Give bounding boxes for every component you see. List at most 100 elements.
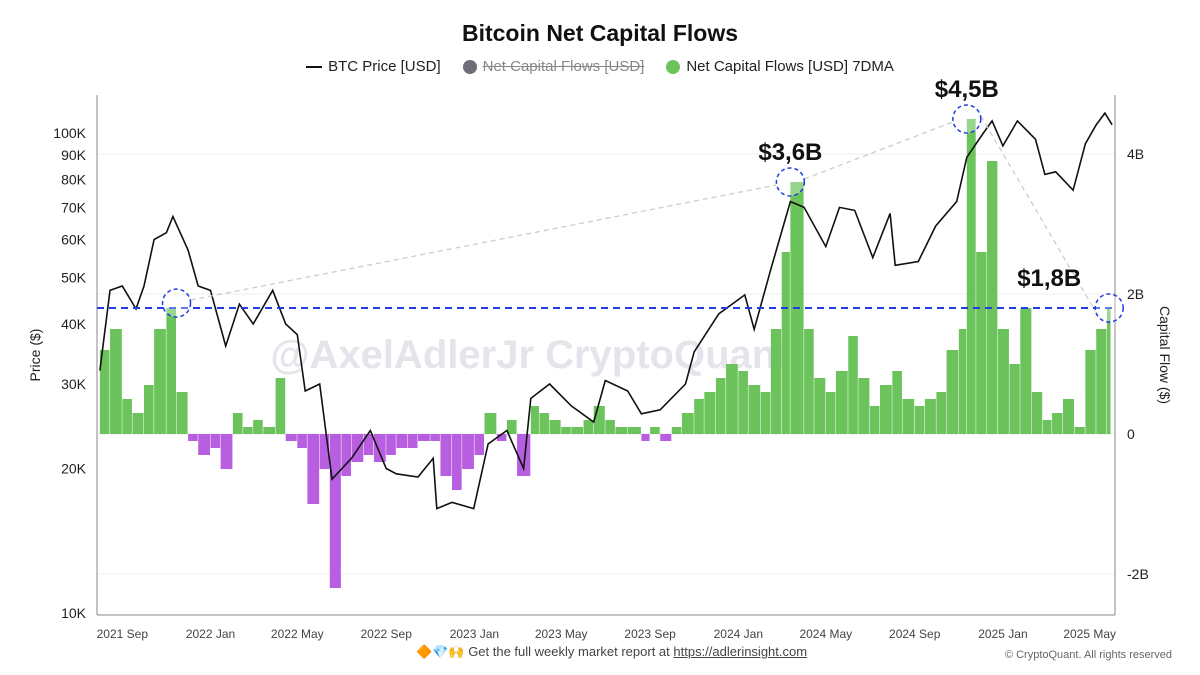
trend-arrow [804, 121, 954, 180]
flow-bar [958, 329, 967, 434]
flow-bar [804, 329, 814, 434]
flow-bar [1052, 413, 1063, 434]
x-tick-label: 2022 Jan [186, 627, 235, 641]
flow-bar [561, 427, 571, 434]
flow-bar [1096, 329, 1107, 434]
flow-bar [99, 350, 110, 434]
right-tick-label: -2B [1127, 566, 1149, 582]
flow-bar [1062, 399, 1075, 434]
flow-bar [583, 420, 594, 434]
flow-bar [715, 378, 726, 434]
x-tick-label: 2025 May [1063, 627, 1116, 641]
flow-bar [641, 434, 650, 441]
annotation-circle [775, 167, 806, 197]
flow-bar [122, 399, 132, 434]
flow-bar [166, 308, 177, 434]
x-tick-label: 2021 Sep [97, 627, 149, 641]
watermark: @AxelAdlerJr CryptoQuant [270, 333, 789, 377]
flow-bar [396, 434, 408, 448]
annotation-circle [1094, 293, 1124, 323]
flow-bar [1042, 420, 1052, 434]
flow-bar [198, 434, 211, 455]
flow-bar [143, 385, 154, 434]
chart-title: Bitcoin Net Capital Flows [461, 20, 739, 46]
flow-bar [936, 392, 947, 434]
flow-bar [243, 427, 253, 434]
flow-bar [297, 434, 307, 448]
flow-bar [275, 378, 286, 434]
flow-bar [848, 336, 858, 434]
left-tick-label: 40K [61, 316, 87, 332]
dot-swatch-icon [462, 59, 477, 74]
legend-item-btc-price[interactable]: BTC Price [USD] [306, 58, 441, 75]
x-tick-label: 2024 Sep [889, 627, 941, 641]
flow-bar [892, 371, 902, 434]
right-tick-label: 4B [1127, 146, 1144, 162]
flow-bar [593, 406, 605, 434]
flow-bar [650, 427, 660, 434]
flow-bar [351, 434, 364, 462]
annotation-circle [161, 288, 192, 318]
flow-bar [496, 434, 507, 441]
flow-bar [571, 427, 584, 434]
flow-bar [210, 434, 221, 448]
legend-item-net-flows[interactable]: Net Capital Flows [USD] [462, 58, 644, 75]
flow-bar [1085, 350, 1096, 434]
flow-bar [176, 392, 188, 434]
flow-bar [1074, 427, 1085, 434]
flow-bar [430, 434, 440, 441]
report-link[interactable]: https://adlerinsight.com [673, 644, 808, 659]
left-tick-label: 100K [53, 125, 86, 141]
left-tick-label: 60K [61, 231, 87, 247]
flow-bar [484, 413, 497, 434]
copyright: © CryptoQuant. All rights reserved [1004, 649, 1172, 661]
flow-bar [418, 434, 430, 441]
flow-bar [341, 434, 351, 476]
flow-bar [615, 427, 628, 434]
flow-bar [835, 371, 848, 434]
legend-item-net-flows-7dma[interactable]: Net Capital Flows [USD] 7DMA [666, 58, 894, 75]
flow-bar [530, 406, 539, 434]
flow-bar [924, 399, 936, 434]
flow-bar [748, 385, 761, 434]
flow-bar [363, 434, 374, 455]
trend-arrow [190, 184, 777, 301]
right-tick-label: 0 [1127, 426, 1135, 442]
x-tick-label: 2022 Sep [361, 627, 413, 641]
annotation-circle [952, 104, 982, 134]
x-tick-label: 2025 Jan [978, 627, 1027, 641]
annotation-label: $4,5B [935, 76, 999, 103]
flow-bar [726, 364, 738, 434]
flow-bar [506, 420, 517, 434]
flow-bar [976, 252, 987, 434]
annotation-label: $3,6B [758, 139, 822, 166]
flow-bar [373, 434, 386, 462]
flow-bar [966, 119, 976, 434]
left-tick-label: 50K [61, 269, 87, 285]
annotation-label: $1,8B [1017, 265, 1081, 292]
flow-bar [997, 329, 1009, 434]
x-tick-label: 2023 May [535, 627, 588, 641]
flow-bar [517, 434, 531, 476]
flow-bar [987, 161, 998, 434]
flow-bar [858, 378, 870, 434]
flow-bar [605, 420, 615, 434]
y-right-label: Capital Flow ($) [1157, 306, 1173, 404]
flow-bar [263, 427, 276, 434]
dot-swatch-icon [666, 59, 681, 74]
flow-bar [132, 413, 144, 434]
legend: BTC Price [USD] Net Capital Flows [USD] … [0, 58, 1200, 75]
flow-bar [307, 434, 320, 504]
flow-bar [694, 399, 704, 434]
x-tick-label: 2024 May [799, 627, 852, 641]
x-tick-label: 2023 Jan [450, 627, 499, 641]
flow-bar [474, 434, 485, 455]
line-swatch-icon [306, 65, 323, 68]
flow-bar [914, 406, 925, 434]
flow-bar [285, 434, 297, 441]
flow-bar [1020, 308, 1032, 434]
flow-bar [781, 252, 790, 434]
flow-bar [660, 434, 672, 441]
